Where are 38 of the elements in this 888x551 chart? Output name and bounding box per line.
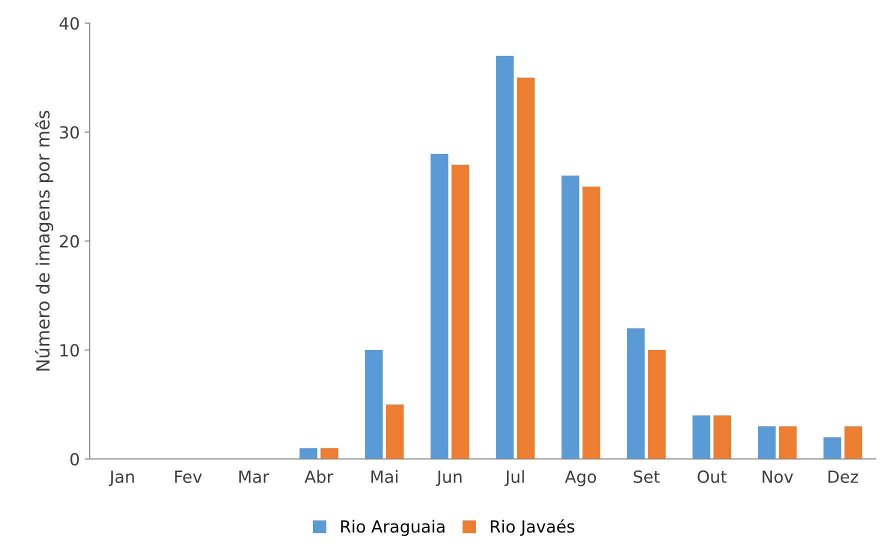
legend-label: Rio Araguaia [341,520,444,536]
y-tick-label: 20 [60,235,79,248]
y-tick-label: 10 [60,344,79,357]
bar [496,56,514,459]
x-tick-label: Out [698,470,727,483]
bar [627,328,645,459]
bar [300,448,318,459]
bar [648,350,666,459]
x-tick-label: Nov [762,470,794,483]
x-tick-label: Jul [504,470,524,486]
y-tick-label: 30 [60,126,79,139]
bar [320,448,338,459]
bar [517,78,535,459]
x-tick-label: Jun [436,470,462,486]
bar [430,154,448,459]
bar [386,404,404,459]
bar [844,426,862,459]
x-tick-label: Mar [239,470,270,483]
x-tick-label: Fev [175,470,202,483]
bar [562,176,580,459]
bar [692,415,710,459]
x-tick-label: Abr [304,470,334,483]
x-tick-label: Mai [371,470,398,483]
bar [713,415,732,459]
legend-label: Rio Javaés [490,519,574,536]
y-axis-title: Número de imagens por mês [35,110,54,370]
x-tick-label: Set [634,470,660,483]
bar [778,426,797,459]
bar [758,426,776,459]
x-tick-label: Ago [564,470,596,486]
x-tick-label: Jan [108,470,134,486]
y-tick-label: 0 [70,452,79,466]
bar [365,350,383,459]
bar [452,164,470,459]
bar [582,186,600,459]
bar [824,437,842,459]
y-tick-label: 40 [60,17,79,30]
x-tick-label: Dez [828,470,858,483]
